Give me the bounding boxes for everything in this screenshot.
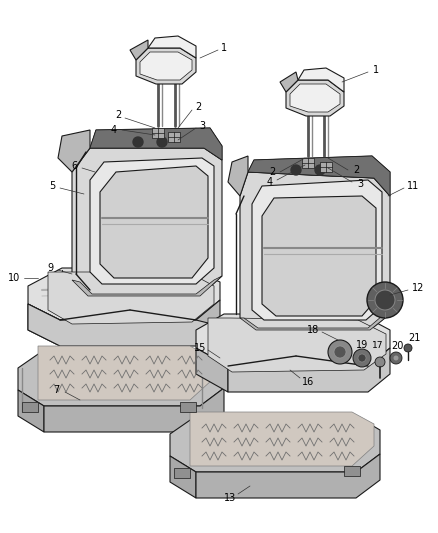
Polygon shape — [320, 162, 332, 172]
Polygon shape — [136, 48, 196, 84]
Text: 15: 15 — [194, 343, 206, 353]
Text: 12: 12 — [412, 283, 424, 293]
Polygon shape — [18, 390, 44, 432]
Polygon shape — [28, 304, 60, 346]
Polygon shape — [208, 318, 386, 372]
Polygon shape — [298, 68, 344, 92]
Polygon shape — [170, 416, 380, 472]
Text: 18: 18 — [307, 325, 319, 335]
Polygon shape — [240, 172, 390, 330]
Circle shape — [367, 282, 403, 318]
Polygon shape — [248, 156, 390, 196]
Polygon shape — [248, 156, 390, 196]
Polygon shape — [196, 314, 390, 366]
Text: 4: 4 — [267, 177, 273, 187]
Text: 16: 16 — [302, 377, 314, 387]
Text: 6: 6 — [71, 161, 77, 171]
Polygon shape — [48, 272, 214, 324]
Polygon shape — [90, 158, 214, 284]
Bar — [180, 402, 196, 412]
Polygon shape — [130, 40, 148, 60]
Circle shape — [390, 352, 402, 364]
Text: 7: 7 — [53, 385, 59, 395]
Text: 2: 2 — [195, 102, 201, 112]
Polygon shape — [28, 304, 220, 346]
Text: 11: 11 — [407, 181, 419, 191]
Text: 19: 19 — [356, 340, 368, 350]
Polygon shape — [140, 52, 192, 80]
Text: 3: 3 — [199, 121, 205, 131]
Text: 1: 1 — [221, 43, 227, 53]
Polygon shape — [190, 412, 374, 466]
Text: 21: 21 — [408, 333, 420, 343]
Polygon shape — [196, 348, 228, 392]
Bar — [22, 402, 38, 412]
Text: 1: 1 — [373, 65, 379, 75]
Text: 5: 5 — [49, 181, 55, 191]
Bar — [174, 468, 190, 478]
Polygon shape — [252, 180, 382, 320]
Circle shape — [358, 354, 366, 362]
Circle shape — [315, 165, 325, 175]
Polygon shape — [72, 276, 222, 296]
Polygon shape — [196, 454, 380, 498]
Text: 2: 2 — [269, 167, 275, 177]
Polygon shape — [228, 156, 248, 196]
Text: 4: 4 — [111, 125, 117, 135]
Polygon shape — [148, 36, 196, 58]
Circle shape — [328, 340, 352, 364]
Polygon shape — [100, 166, 208, 278]
Circle shape — [393, 356, 399, 360]
Text: 13: 13 — [224, 493, 236, 503]
Circle shape — [334, 346, 346, 358]
Polygon shape — [286, 80, 344, 116]
Polygon shape — [72, 148, 222, 296]
Polygon shape — [90, 128, 222, 160]
Polygon shape — [90, 128, 222, 160]
Text: 9: 9 — [47, 263, 53, 273]
Text: 2: 2 — [353, 165, 359, 175]
Polygon shape — [290, 84, 340, 112]
Text: 2: 2 — [115, 110, 121, 120]
Circle shape — [157, 137, 167, 147]
Polygon shape — [168, 132, 180, 142]
Polygon shape — [302, 158, 314, 168]
Polygon shape — [262, 196, 376, 316]
Circle shape — [404, 344, 412, 352]
Text: 10: 10 — [8, 273, 20, 283]
Polygon shape — [18, 350, 224, 406]
Circle shape — [375, 357, 385, 367]
Circle shape — [353, 349, 371, 367]
Circle shape — [291, 165, 301, 175]
Polygon shape — [152, 128, 164, 138]
Circle shape — [375, 290, 395, 310]
Polygon shape — [280, 72, 298, 92]
Polygon shape — [58, 130, 90, 172]
Polygon shape — [170, 456, 196, 498]
Text: 17: 17 — [372, 342, 384, 351]
Circle shape — [133, 137, 143, 147]
Bar — [344, 466, 360, 476]
Polygon shape — [28, 268, 220, 320]
Text: 20: 20 — [391, 341, 403, 351]
Text: 3: 3 — [357, 179, 363, 189]
Polygon shape — [38, 346, 212, 400]
Polygon shape — [228, 348, 390, 392]
Polygon shape — [44, 388, 224, 432]
Polygon shape — [240, 314, 390, 330]
Polygon shape — [196, 300, 220, 346]
